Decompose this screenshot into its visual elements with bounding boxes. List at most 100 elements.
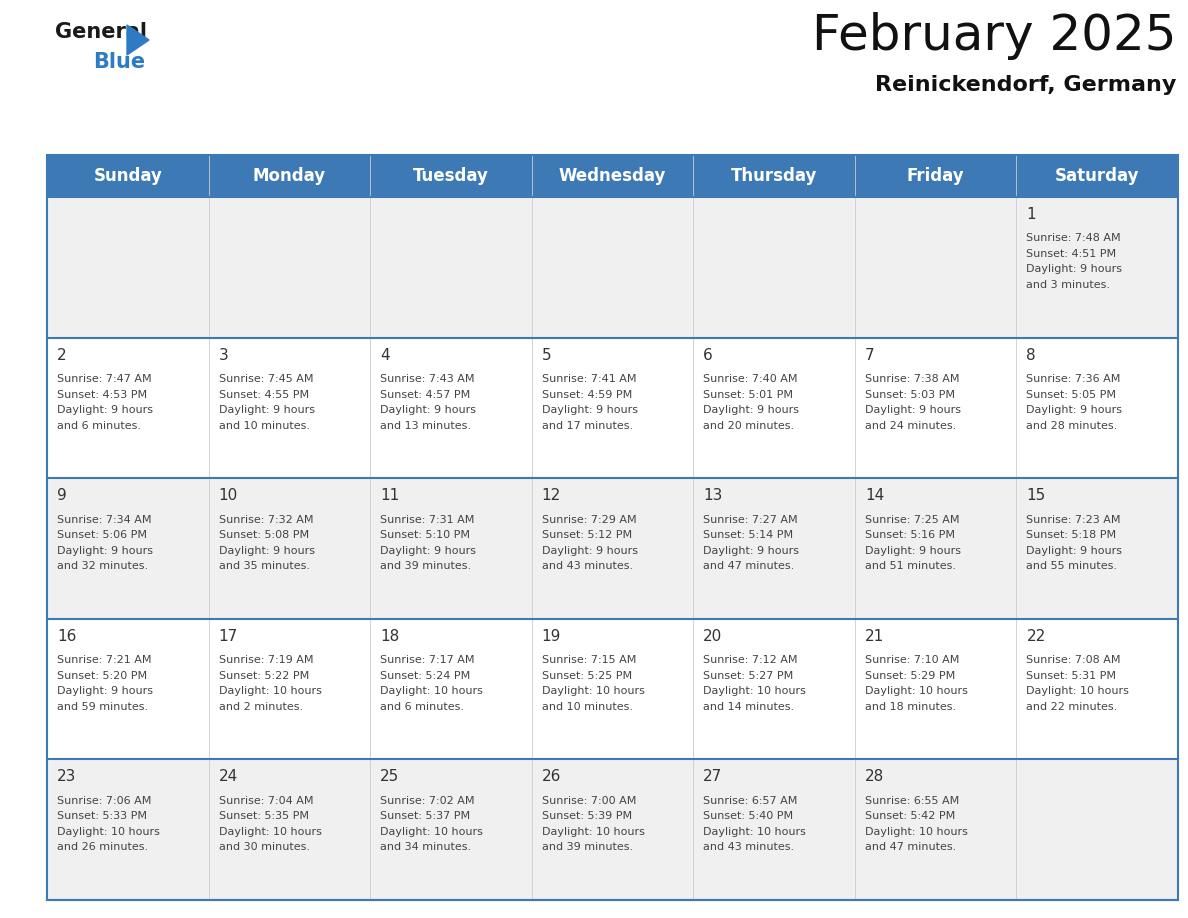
Text: Sunrise: 7:38 AM: Sunrise: 7:38 AM — [865, 375, 960, 384]
Text: 20: 20 — [703, 629, 722, 644]
Text: General: General — [55, 22, 147, 42]
Text: Daylight: 9 hours: Daylight: 9 hours — [542, 405, 638, 415]
Text: Daylight: 10 hours: Daylight: 10 hours — [380, 827, 484, 837]
Text: Daylight: 9 hours: Daylight: 9 hours — [865, 545, 961, 555]
Text: Daylight: 9 hours: Daylight: 9 hours — [1026, 405, 1123, 415]
Text: Sunset: 5:06 PM: Sunset: 5:06 PM — [57, 531, 147, 540]
Text: Sunset: 5:12 PM: Sunset: 5:12 PM — [542, 531, 632, 540]
Text: 24: 24 — [219, 769, 238, 784]
Text: Sunset: 5:20 PM: Sunset: 5:20 PM — [57, 671, 147, 681]
Text: Sunrise: 7:04 AM: Sunrise: 7:04 AM — [219, 796, 314, 806]
Text: Sunset: 5:27 PM: Sunset: 5:27 PM — [703, 671, 794, 681]
Text: Daylight: 9 hours: Daylight: 9 hours — [865, 405, 961, 415]
Text: Daylight: 10 hours: Daylight: 10 hours — [219, 687, 322, 696]
Text: Blue: Blue — [93, 52, 145, 72]
Text: and 18 minutes.: and 18 minutes. — [865, 701, 956, 711]
Text: 13: 13 — [703, 488, 722, 503]
Text: Sunset: 5:22 PM: Sunset: 5:22 PM — [219, 671, 309, 681]
Text: Sunset: 5:24 PM: Sunset: 5:24 PM — [380, 671, 470, 681]
Text: 25: 25 — [380, 769, 399, 784]
Polygon shape — [127, 25, 148, 55]
Text: Friday: Friday — [906, 167, 965, 185]
Text: Daylight: 10 hours: Daylight: 10 hours — [542, 827, 645, 837]
Text: Sunset: 5:40 PM: Sunset: 5:40 PM — [703, 812, 794, 822]
Text: Sunset: 4:59 PM: Sunset: 4:59 PM — [542, 389, 632, 399]
Text: and 30 minutes.: and 30 minutes. — [219, 843, 310, 853]
Text: Sunset: 5:03 PM: Sunset: 5:03 PM — [865, 389, 955, 399]
Text: Sunrise: 7:34 AM: Sunrise: 7:34 AM — [57, 515, 152, 525]
Text: 22: 22 — [1026, 629, 1045, 644]
Text: and 47 minutes.: and 47 minutes. — [703, 561, 795, 571]
Text: Daylight: 10 hours: Daylight: 10 hours — [865, 827, 968, 837]
Text: 16: 16 — [57, 629, 76, 644]
Text: Monday: Monday — [253, 167, 326, 185]
Text: Sunrise: 6:57 AM: Sunrise: 6:57 AM — [703, 796, 797, 806]
Text: Sunrise: 7:40 AM: Sunrise: 7:40 AM — [703, 375, 798, 384]
Text: and 39 minutes.: and 39 minutes. — [542, 843, 633, 853]
Text: Sunrise: 7:23 AM: Sunrise: 7:23 AM — [1026, 515, 1121, 525]
Bar — [48, 619, 1178, 759]
Text: Sunrise: 7:02 AM: Sunrise: 7:02 AM — [380, 796, 475, 806]
Text: Sunrise: 7:48 AM: Sunrise: 7:48 AM — [1026, 233, 1121, 243]
Text: Saturday: Saturday — [1055, 167, 1139, 185]
Text: and 59 minutes.: and 59 minutes. — [57, 701, 148, 711]
Text: Sunrise: 7:27 AM: Sunrise: 7:27 AM — [703, 515, 798, 525]
Text: Sunrise: 7:32 AM: Sunrise: 7:32 AM — [219, 515, 314, 525]
Text: 28: 28 — [865, 769, 884, 784]
Text: and 26 minutes.: and 26 minutes. — [57, 843, 148, 853]
Text: Daylight: 9 hours: Daylight: 9 hours — [1026, 264, 1123, 274]
Text: Daylight: 10 hours: Daylight: 10 hours — [57, 827, 160, 837]
Text: 6: 6 — [703, 348, 713, 363]
Text: Daylight: 9 hours: Daylight: 9 hours — [219, 405, 315, 415]
Text: 12: 12 — [542, 488, 561, 503]
Text: 19: 19 — [542, 629, 561, 644]
Bar — [48, 197, 1178, 338]
Text: Daylight: 9 hours: Daylight: 9 hours — [1026, 545, 1123, 555]
Text: Sunrise: 7:10 AM: Sunrise: 7:10 AM — [865, 655, 959, 666]
Text: 1: 1 — [1026, 207, 1036, 222]
Text: and 47 minutes.: and 47 minutes. — [865, 843, 956, 853]
Text: Sunrise: 7:12 AM: Sunrise: 7:12 AM — [703, 655, 798, 666]
Text: and 28 minutes.: and 28 minutes. — [1026, 420, 1118, 431]
Text: Daylight: 9 hours: Daylight: 9 hours — [703, 405, 800, 415]
Text: Daylight: 10 hours: Daylight: 10 hours — [219, 827, 322, 837]
Text: Sunrise: 7:00 AM: Sunrise: 7:00 AM — [542, 796, 636, 806]
Text: and 20 minutes.: and 20 minutes. — [703, 420, 795, 431]
Text: 15: 15 — [1026, 488, 1045, 503]
Text: Wednesday: Wednesday — [558, 167, 666, 185]
Text: Sunset: 5:25 PM: Sunset: 5:25 PM — [542, 671, 632, 681]
Text: Sunrise: 7:21 AM: Sunrise: 7:21 AM — [57, 655, 152, 666]
Text: Sunrise: 7:25 AM: Sunrise: 7:25 AM — [865, 515, 960, 525]
Text: and 43 minutes.: and 43 minutes. — [542, 561, 633, 571]
Text: and 3 minutes.: and 3 minutes. — [1026, 280, 1111, 290]
Text: Daylight: 10 hours: Daylight: 10 hours — [703, 827, 807, 837]
Text: Sunrise: 7:41 AM: Sunrise: 7:41 AM — [542, 375, 637, 384]
Text: Sunset: 5:10 PM: Sunset: 5:10 PM — [380, 531, 470, 540]
Text: Sunset: 5:08 PM: Sunset: 5:08 PM — [219, 531, 309, 540]
Text: Sunrise: 7:17 AM: Sunrise: 7:17 AM — [380, 655, 475, 666]
Text: Sunrise: 7:29 AM: Sunrise: 7:29 AM — [542, 515, 637, 525]
Text: 11: 11 — [380, 488, 399, 503]
Text: Sunrise: 7:15 AM: Sunrise: 7:15 AM — [542, 655, 636, 666]
Text: Daylight: 9 hours: Daylight: 9 hours — [219, 545, 315, 555]
Text: Sunset: 5:16 PM: Sunset: 5:16 PM — [865, 531, 955, 540]
Text: and 39 minutes.: and 39 minutes. — [380, 561, 472, 571]
Text: Sunrise: 7:08 AM: Sunrise: 7:08 AM — [1026, 655, 1121, 666]
Text: Sunset: 4:57 PM: Sunset: 4:57 PM — [380, 389, 470, 399]
Text: Daylight: 10 hours: Daylight: 10 hours — [865, 687, 968, 696]
Text: 4: 4 — [380, 348, 390, 363]
Text: Daylight: 9 hours: Daylight: 9 hours — [57, 545, 153, 555]
Text: Sunset: 5:05 PM: Sunset: 5:05 PM — [1026, 389, 1117, 399]
Text: Thursday: Thursday — [731, 167, 817, 185]
Text: and 14 minutes.: and 14 minutes. — [703, 701, 795, 711]
Text: Sunset: 5:31 PM: Sunset: 5:31 PM — [1026, 671, 1117, 681]
Bar — [48, 478, 1178, 619]
Text: and 32 minutes.: and 32 minutes. — [57, 561, 148, 571]
Text: and 10 minutes.: and 10 minutes. — [542, 701, 633, 711]
Text: 2: 2 — [57, 348, 67, 363]
Text: and 6 minutes.: and 6 minutes. — [380, 701, 465, 711]
Text: Sunrise: 7:45 AM: Sunrise: 7:45 AM — [219, 375, 314, 384]
Text: Daylight: 10 hours: Daylight: 10 hours — [703, 687, 807, 696]
Text: Sunset: 4:53 PM: Sunset: 4:53 PM — [57, 389, 147, 399]
Text: Daylight: 9 hours: Daylight: 9 hours — [542, 545, 638, 555]
